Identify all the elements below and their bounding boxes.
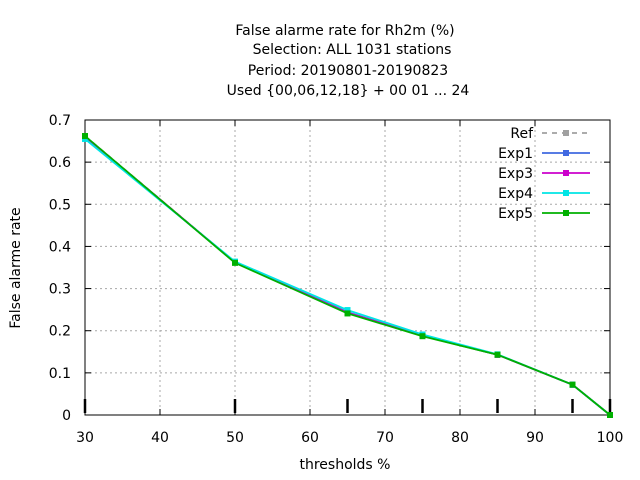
- x-axis-label: thresholds %: [300, 457, 391, 473]
- legend-swatch-point: [563, 210, 569, 216]
- plot-frame: [84, 119, 611, 416]
- y-tick-label: 0.7: [49, 113, 71, 129]
- series-point: [569, 381, 576, 388]
- series-point: [419, 333, 426, 340]
- series-exp3: [82, 133, 613, 418]
- title-line-1: False alarme rate for Rh2m (%): [235, 23, 454, 39]
- legend-swatch-point: [563, 190, 569, 196]
- series-layer: [82, 133, 613, 418]
- title-line-2: Selection: ALL 1031 stations: [253, 42, 452, 58]
- legend: Ref Exp1 Exp3 Exp4 Exp5: [498, 126, 590, 222]
- y-tick-label: 0.5: [49, 197, 71, 213]
- series-point: [344, 310, 351, 317]
- legend-label: Exp3: [498, 166, 533, 182]
- x-tick-label: 70: [376, 430, 394, 446]
- legend-label: Exp1: [498, 146, 533, 162]
- x-tick-label: 80: [451, 430, 469, 446]
- legend-label: Exp5: [498, 206, 533, 222]
- y-tick-label: 0.4: [49, 239, 71, 255]
- x-tick-label: 30: [76, 430, 94, 446]
- grid: [85, 120, 610, 415]
- series-exp5: [82, 133, 613, 418]
- legend-label: Ref: [510, 126, 534, 142]
- x-tick-label: 90: [526, 430, 544, 446]
- y-tick-label: 0.6: [49, 155, 71, 171]
- series-point: [607, 412, 613, 418]
- legend-swatch-point: [563, 170, 569, 176]
- x-tick-label: 50: [226, 430, 244, 446]
- legend-entry-ref: Ref: [510, 126, 590, 142]
- x-tick-label: 100: [597, 430, 624, 446]
- series-ref: [82, 133, 613, 418]
- series-point: [82, 133, 88, 140]
- legend-entry-exp3: Exp3: [498, 166, 590, 182]
- legend-entry-exp4: Exp4: [498, 186, 590, 202]
- y-tick-label: 0.3: [49, 282, 71, 298]
- series-exp4: [82, 135, 613, 418]
- series-point: [232, 259, 238, 266]
- axis-ticks: 0 0.1 0.2 0.3 0.4 0.5 0.6 0.7 30 40 50 60 70 80 90 100: [49, 113, 624, 446]
- x-tick-label: 60: [301, 430, 319, 446]
- series-exp1: [82, 133, 613, 418]
- series-point: [494, 351, 501, 358]
- legend-entry-exp1: Exp1: [498, 146, 590, 162]
- y-tick-label: 0.2: [49, 324, 71, 340]
- y-tick-label: 0: [62, 408, 71, 424]
- legend-swatch-point: [563, 130, 569, 136]
- x-tick-label: 40: [151, 430, 169, 446]
- y-axis-label: False alarme rate: [8, 207, 24, 328]
- title-line-4: Used {00,06,12,18} + 00 01 ... 24: [227, 83, 470, 99]
- y-tick-label: 0.1: [49, 366, 71, 382]
- series-point: [344, 307, 351, 314]
- legend-label: Exp4: [498, 186, 533, 202]
- title-line-3: Period: 20190801-20190823: [248, 63, 448, 79]
- chart-title: False alarme rate for Rh2m (%) Selection…: [227, 23, 470, 99]
- legend-swatch-point: [563, 150, 569, 156]
- legend-entry-exp5: Exp5: [498, 206, 590, 222]
